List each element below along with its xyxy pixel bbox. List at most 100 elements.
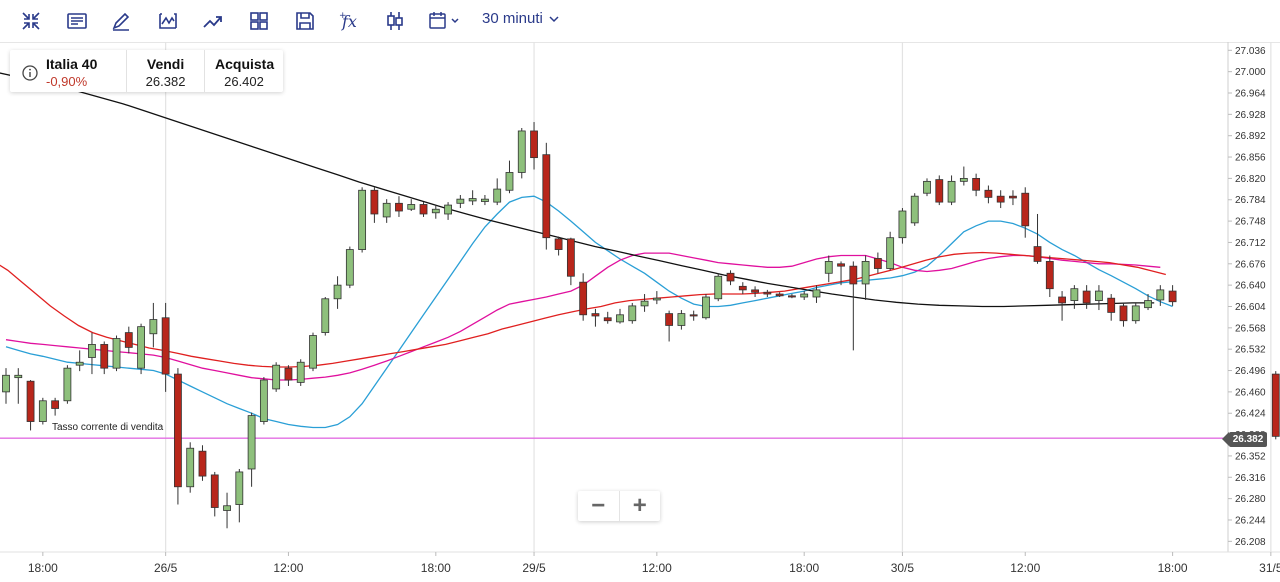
zoom-in-button[interactable]: + bbox=[632, 492, 647, 519]
bull-candle bbox=[112, 338, 121, 369]
trend-icon[interactable] bbox=[200, 8, 226, 34]
bull-candle bbox=[407, 204, 416, 210]
calendar-icon[interactable] bbox=[426, 8, 464, 34]
bull-candle bbox=[1156, 289, 1165, 301]
function-icon[interactable]: fx + bbox=[337, 8, 363, 34]
bull-candle bbox=[235, 471, 244, 505]
candles-icon[interactable] bbox=[382, 8, 408, 34]
ma-long-line bbox=[0, 72, 1155, 308]
bear-candle bbox=[566, 238, 575, 277]
buy-cell[interactable]: Acquista 26.402 bbox=[205, 50, 283, 92]
bull-candle bbox=[2, 374, 10, 393]
x-tick-label: 18:00 bbox=[1158, 561, 1188, 575]
bull-candle bbox=[824, 261, 833, 274]
bull-candle bbox=[677, 313, 686, 326]
instrument-change: -0,90% bbox=[46, 74, 88, 89]
bear-candle bbox=[530, 130, 538, 159]
bear-candle bbox=[996, 195, 1005, 203]
bull-candle bbox=[38, 400, 47, 422]
y-tick-label: 26.316 bbox=[1235, 473, 1266, 484]
y-tick-label: 26.244 bbox=[1235, 515, 1266, 526]
bull-candle bbox=[628, 305, 637, 322]
bull-candle bbox=[517, 130, 526, 173]
y-tick-label: 26.748 bbox=[1235, 217, 1266, 228]
y-tick-label: 26.352 bbox=[1235, 451, 1266, 462]
x-tick-label: 12:00 bbox=[642, 561, 672, 575]
buy-label: Acquista bbox=[215, 56, 275, 72]
x-tick-label: 18:00 bbox=[789, 561, 819, 575]
x-tick-label: 18:00 bbox=[421, 561, 451, 575]
x-tick-label: 12:00 bbox=[1010, 561, 1040, 575]
bull-candle bbox=[382, 202, 391, 218]
bull-candle bbox=[272, 364, 281, 390]
instrument-name: Italia 40 bbox=[46, 56, 98, 72]
bull-candle bbox=[886, 237, 895, 269]
bull-candle bbox=[456, 198, 465, 204]
current-rate-tag: 26.382 bbox=[1222, 432, 1267, 447]
bull-candle bbox=[493, 188, 502, 203]
bull-candle bbox=[640, 300, 649, 307]
bear-candle bbox=[984, 189, 993, 198]
bull-candle bbox=[1131, 305, 1140, 322]
bear-candle bbox=[726, 272, 735, 282]
bear-candle bbox=[603, 317, 612, 322]
collapse-icon[interactable] bbox=[18, 8, 44, 34]
bull-candle bbox=[223, 505, 231, 511]
grid-icon[interactable] bbox=[246, 8, 272, 34]
bull-candle bbox=[468, 198, 477, 202]
bull-candle bbox=[702, 296, 710, 319]
bull-candle bbox=[1070, 288, 1079, 301]
bull-candle bbox=[63, 367, 72, 402]
bear-candle bbox=[775, 293, 784, 297]
y-tick-label: 26.640 bbox=[1235, 281, 1266, 292]
bear-candle bbox=[1009, 195, 1017, 199]
info-icon[interactable] bbox=[22, 65, 38, 81]
bear-candle bbox=[100, 344, 109, 369]
bear-candle bbox=[419, 204, 428, 215]
y-tick-label: 26.280 bbox=[1235, 494, 1266, 505]
bear-candle bbox=[1168, 290, 1177, 303]
bull-candle bbox=[861, 261, 870, 285]
bull-candle bbox=[14, 374, 23, 379]
bear-candle bbox=[284, 367, 293, 381]
y-tick-label: 26.712 bbox=[1235, 238, 1266, 249]
x-tick-label: 26/5 bbox=[154, 561, 178, 575]
bull-candle bbox=[444, 204, 452, 215]
svg-text:+: + bbox=[339, 11, 347, 21]
save-icon[interactable] bbox=[292, 8, 318, 34]
bull-candle bbox=[616, 314, 624, 323]
y-tick-label: 26.532 bbox=[1235, 345, 1266, 356]
line-chart-icon[interactable] bbox=[155, 8, 181, 34]
timeframe-label: 30 minuti bbox=[482, 10, 543, 27]
bear-candle bbox=[1082, 290, 1091, 304]
bear-candle bbox=[665, 313, 674, 326]
bull-candle bbox=[505, 172, 514, 191]
bear-candle bbox=[591, 313, 600, 317]
y-tick-label: 26.928 bbox=[1235, 110, 1266, 121]
bull-candle bbox=[431, 208, 440, 214]
timeframe-select[interactable]: 30 minuti bbox=[482, 10, 559, 27]
x-tick-label: 12:00 bbox=[273, 561, 303, 575]
bull-candle bbox=[923, 180, 931, 194]
bear-candle bbox=[1107, 297, 1116, 313]
y-tick-label: 26.568 bbox=[1235, 323, 1266, 334]
y-tick-label: 26.424 bbox=[1235, 409, 1266, 420]
pencil-icon[interactable] bbox=[108, 8, 134, 34]
bear-candle bbox=[689, 314, 698, 317]
zoom-out-button[interactable]: − bbox=[578, 491, 620, 521]
current-rate-label: Tasso corrente di vendita bbox=[52, 422, 164, 433]
y-tick-label: 26.784 bbox=[1235, 195, 1266, 206]
sell-cell[interactable]: Vendi 26.382 bbox=[127, 50, 205, 92]
bull-candle bbox=[149, 319, 158, 335]
bull-candle bbox=[910, 195, 919, 224]
y-tick-label: 26.964 bbox=[1235, 89, 1266, 100]
notes-icon[interactable] bbox=[64, 8, 90, 34]
y-tick-label: 26.208 bbox=[1235, 537, 1266, 548]
y-tick-label: 26.604 bbox=[1235, 302, 1266, 313]
bear-candle bbox=[124, 332, 133, 348]
bear-candle bbox=[849, 265, 858, 285]
bull-candle bbox=[652, 297, 661, 301]
zoom-controls: − + bbox=[578, 491, 660, 521]
x-tick-label: 31/5 bbox=[1259, 561, 1280, 575]
